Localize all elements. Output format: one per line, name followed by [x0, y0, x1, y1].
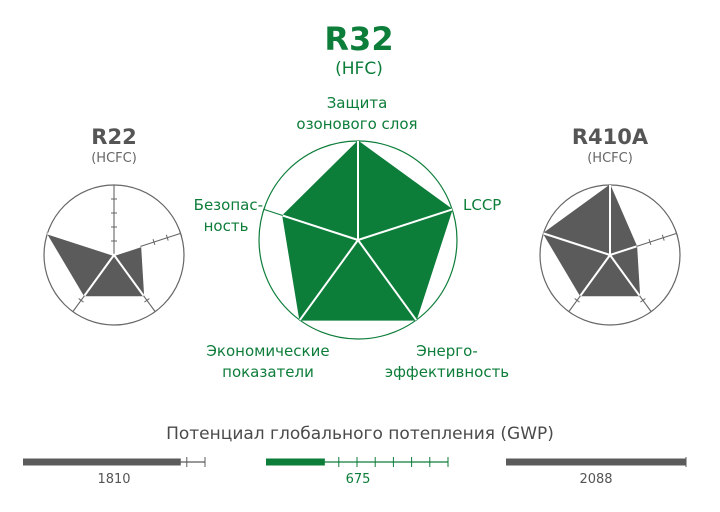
radar-axis-outer [640, 296, 652, 312]
gwp-bar-R32 [266, 459, 325, 466]
radar-axis-outer [569, 296, 581, 312]
r410a-radar-chart [540, 185, 680, 325]
axis-label-energy-line2: эффективность [385, 363, 509, 381]
r410a-subtitle: (HCFC) [587, 151, 633, 166]
axis-label-energy-line1: Энерго- [416, 342, 478, 360]
axis-label-lccp: LCCP [463, 196, 501, 214]
radar-axis-tick [649, 310, 654, 314]
radar-area [47, 233, 143, 295]
gwp-value-label: 1810 [97, 472, 130, 487]
axis-label-economic-line2: показатели [222, 363, 314, 381]
radar-axis-outer [264, 209, 283, 215]
r32-subtitle: (HFC) [335, 59, 383, 79]
gwp-value-label: 675 [346, 472, 371, 487]
radar-axis-tick [575, 299, 580, 303]
radar-axis-tick [70, 310, 75, 314]
radar-axis-outer [73, 296, 85, 312]
r32-radar-chart [259, 141, 457, 339]
radar-axis-tick [79, 299, 84, 303]
r22-title: R22 [91, 125, 136, 149]
axis-label-economic-line1: Экономические [206, 342, 329, 360]
axis-label-safety-line2: ность [204, 217, 249, 235]
gwp-bar-R410A [506, 459, 686, 466]
radar-axis-outer [637, 233, 677, 246]
radar-axis-outer [141, 233, 181, 246]
radar-axis-outer [144, 296, 156, 312]
r410a-title: R410A [572, 125, 649, 149]
gwp-bar-R22 [23, 459, 181, 466]
gwp-title: Потенциал глобального потепления (GWP) [166, 424, 554, 444]
gwp-bar-chart: 1810 675 2088 [23, 457, 686, 487]
radar-axis-tick [153, 310, 158, 314]
axis-label-ozone-line2: озонового слоя [296, 115, 417, 133]
axis-label-ozone-line1: Защита [327, 94, 388, 112]
radar-axis-tick [566, 310, 571, 314]
r22-radar-chart [44, 185, 184, 325]
r22-subtitle: (HCFC) [91, 151, 137, 166]
radar-area [283, 141, 452, 320]
axis-label-safety-line1: Безопас- [194, 196, 263, 214]
gwp-value-label: 2088 [579, 472, 612, 487]
r32-title: R32 [324, 20, 393, 58]
radar-axis-tick [640, 299, 645, 303]
radar-axis-tick [144, 299, 149, 303]
